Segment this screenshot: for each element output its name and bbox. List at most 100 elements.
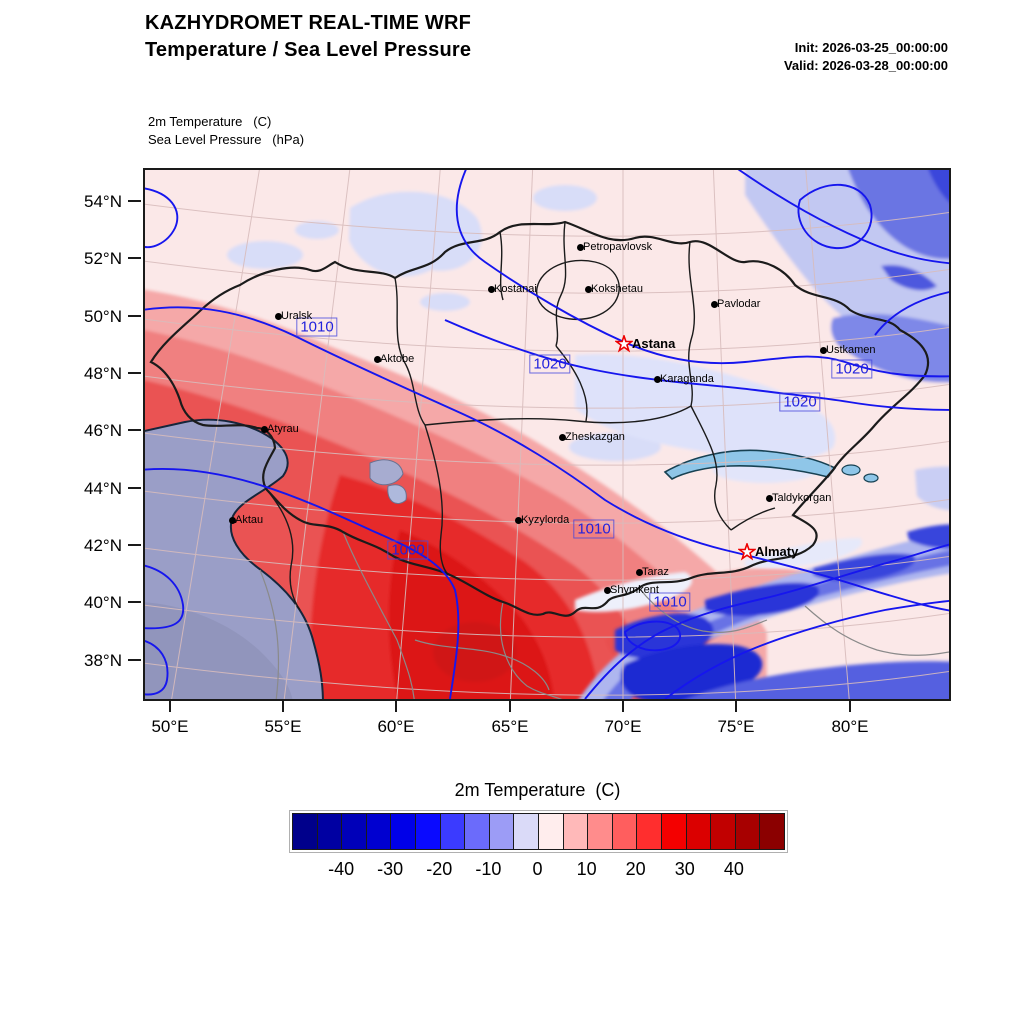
lat-tick (128, 429, 141, 431)
foreign-borders (259, 531, 949, 699)
page-title: KAZHYDROMET REAL-TIME WRF Temperature / … (145, 10, 471, 64)
lat-tick-label: 46°N (84, 421, 122, 440)
city-label: Almaty (755, 544, 799, 559)
title-line-2: Temperature / Sea Level Pressure (145, 39, 472, 61)
map-canvas (145, 170, 949, 699)
colorbar-cell-18 (734, 814, 760, 849)
lat-tick (128, 601, 141, 603)
city-label: Atyrau (267, 422, 299, 435)
lat-tick (128, 257, 141, 259)
graticule (145, 170, 949, 699)
city-label: Zheskazgan (565, 430, 625, 443)
colorbar-cell-15 (660, 814, 686, 849)
country-borders (149, 220, 930, 617)
lat-tick-label: 38°N (84, 651, 122, 670)
lon-tick (169, 699, 171, 712)
colorbar-tick-label: 20 (625, 859, 646, 879)
city-dot-icon (603, 586, 611, 594)
colorbar-tick-label: 10 (576, 859, 597, 879)
lon-tick (622, 699, 624, 712)
city-label: Shymkent (610, 583, 659, 596)
colorbar-cell-14 (636, 814, 661, 849)
city-dot-icon (260, 425, 268, 433)
lat-tick-label: 44°N (84, 479, 122, 498)
colorbar-tick-label: -20 (426, 859, 453, 879)
colorbar-cell-5 (414, 814, 440, 849)
lat-tick-label: 50°N (84, 307, 122, 326)
map: Petropavlovsk Kostanai Kokshetau Pavlodar Ur… (143, 168, 951, 701)
pressure-contours (145, 170, 949, 699)
model-run-times: Init: 2026-03-25_00:00:00 Valid: 2026-03… (784, 39, 948, 75)
lon-tick-label: 50°E (151, 717, 189, 736)
lon-tick-label: 55°E (264, 717, 302, 736)
colorbar-cell-9 (513, 814, 538, 849)
lat-tick-label: 40°N (84, 593, 122, 612)
city-label: Ustkamen (826, 343, 876, 356)
city-dot-icon (819, 346, 827, 354)
colorbar (289, 810, 788, 853)
city-label: Uralsk (281, 309, 313, 322)
colorbar-tick-label: -10 (475, 859, 502, 879)
lat-tick-label: 42°N (84, 536, 122, 555)
colorbar-title: 2m Temperature (C) (454, 780, 621, 800)
lon-tick-label: 60°E (377, 717, 415, 736)
lon-tick (395, 699, 397, 712)
lat-tick-label: 54°N (84, 192, 122, 211)
city-label: Taraz (642, 565, 669, 578)
city-dot-icon (373, 355, 381, 363)
city-dot-icon (228, 516, 236, 524)
colorbar-cell-3 (365, 814, 391, 849)
isobar-label-1010: 1010 (649, 592, 691, 612)
title-line-1: KAZHYDROMET REAL-TIME WRF (145, 12, 472, 34)
capital-star-icon (615, 335, 633, 353)
city-dot-icon (274, 312, 282, 320)
city-dot-icon (635, 568, 643, 576)
isobar-label-1020: 1020 (831, 359, 873, 379)
city-label: Aktau (235, 513, 264, 526)
colorbar-cell-4 (390, 814, 415, 849)
city-label: Petropavlovsk (583, 240, 653, 253)
lon-tick-label: 70°E (604, 717, 642, 736)
lon-tick-label: 65°E (491, 717, 529, 736)
oblast-borders (266, 221, 776, 611)
lat-tick-label: 48°N (84, 364, 122, 383)
lon-tick (735, 699, 737, 712)
colorbar-tick-label: 30 (674, 859, 695, 879)
lon-tick (282, 699, 284, 712)
colorbar-cell-1 (316, 814, 342, 849)
layer-label-temperature: 2m Temperature (C) (148, 114, 272, 129)
colorbar-cell-11 (562, 814, 588, 849)
isobar-label-1020: 1020 (779, 392, 821, 412)
colorbar-tick-label: -30 (377, 859, 404, 879)
colorbar-cell-2 (341, 814, 366, 849)
city-dot-icon (765, 494, 773, 502)
valid-time: Valid: 2026-03-28_00:00:00 (783, 58, 948, 73)
lat-tick (128, 544, 141, 546)
isobar-label-1010: 1010 (296, 317, 338, 337)
city-dot-icon (653, 375, 661, 383)
colorbar-cell-17 (710, 814, 735, 849)
city-label: Pavlodar (717, 297, 761, 310)
lon-tick-label: 80°E (831, 717, 869, 736)
city-dot-icon (584, 285, 592, 293)
capital-star-icon (738, 543, 756, 561)
city-label: Astana (632, 336, 676, 351)
colorbar-cell-13 (611, 814, 637, 849)
lat-tick-label: 52°N (84, 249, 122, 268)
city-label: Karaganda (660, 372, 714, 385)
city-label: Kyzylorda (521, 513, 570, 526)
city-dot-icon (514, 516, 522, 524)
colorbar-cell-6 (439, 814, 465, 849)
aral-sea (369, 459, 407, 504)
city-label: Kostanai (494, 282, 537, 295)
lat-tick (128, 315, 141, 317)
layer-labels: 2m Temperature (C) Sea Level Pressure (h… (148, 113, 304, 149)
city-dot-icon (558, 433, 566, 441)
lon-tick (849, 699, 851, 712)
lat-tick (128, 372, 141, 374)
colorbar-cell-8 (488, 814, 514, 849)
isobar-label-1010: 1010 (573, 519, 615, 539)
lon-tick (509, 699, 511, 712)
colorbar-cell-0 (293, 814, 317, 849)
